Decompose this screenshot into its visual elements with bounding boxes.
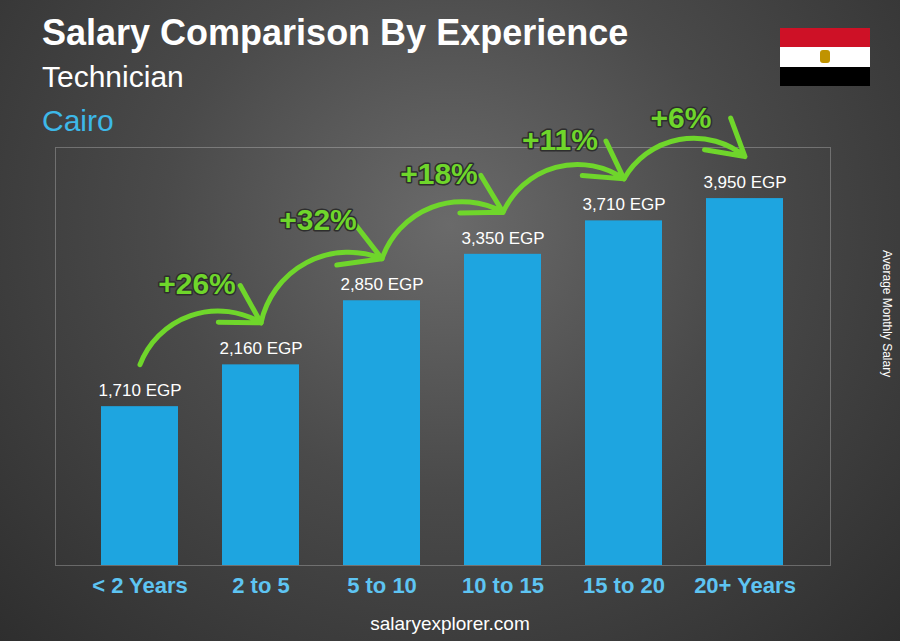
svg-text:2,160 EGP: 2,160 EGP bbox=[219, 339, 302, 358]
svg-text:2,850 EGP: 2,850 EGP bbox=[340, 275, 423, 294]
svg-text:15 to 20: 15 to 20 bbox=[583, 573, 665, 598]
svg-text:+6%: +6% bbox=[651, 101, 712, 134]
html-text:salaryexplorer.com: salaryexplorer.com bbox=[370, 613, 530, 634]
svg-text:5 to 10: 5 to 10 bbox=[347, 573, 417, 598]
svg-text:+11%: +11% bbox=[522, 123, 598, 156]
svg-text:+32%: +32% bbox=[279, 203, 357, 236]
svg-text:3,350 EGP: 3,350 EGP bbox=[461, 229, 544, 248]
svg-text:< 2 Years: < 2 Years bbox=[92, 573, 188, 598]
html-text:Cairo: Cairo bbox=[42, 104, 114, 137]
svg-text:10 to 15: 10 to 15 bbox=[462, 573, 544, 598]
svg-text:3,950 EGP: 3,950 EGP bbox=[703, 173, 786, 192]
svg-text:20+ Years: 20+ Years bbox=[694, 573, 796, 598]
html-text:Salary Comparison By Experienc: Salary Comparison By Experience bbox=[42, 12, 629, 53]
svg-text:2 to 5: 2 to 5 bbox=[232, 573, 289, 598]
svg-text:+26%: +26% bbox=[158, 267, 236, 300]
svg-text:+18%: +18% bbox=[400, 157, 478, 190]
svg-text:3,710 EGP: 3,710 EGP bbox=[582, 195, 665, 214]
html-text:Average Monthly Salary: Average Monthly Salary bbox=[880, 250, 894, 378]
svg-text:1,710 EGP: 1,710 EGP bbox=[98, 381, 181, 400]
html-text:Technician: Technician bbox=[42, 60, 184, 93]
